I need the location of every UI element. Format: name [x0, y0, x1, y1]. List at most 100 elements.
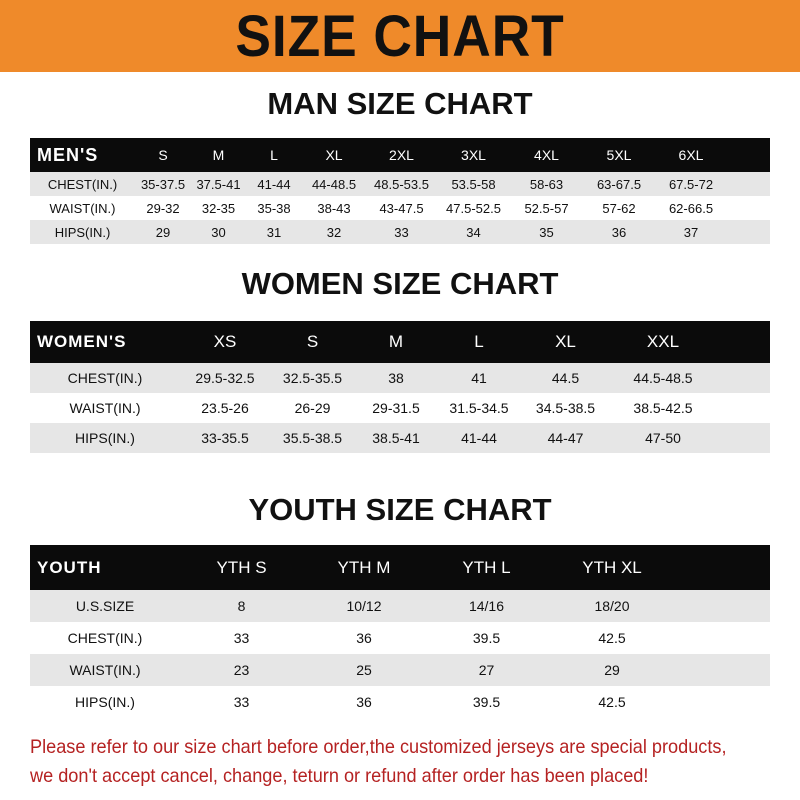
table-row: WAIST(IN.) 29-32 32-35 35-38 38-43 43-47.5 47.… [30, 196, 770, 220]
header-row: YOUTH YTH S YTH M YTH L YTH XL [30, 545, 770, 590]
size-header: M [355, 321, 437, 363]
size-header: XL [521, 321, 610, 363]
banner: SIZE CHART [0, 0, 800, 72]
table-row: HIPS(IN.) 33 36 39.5 42.5 [30, 686, 770, 718]
measurement-cell: 44.5-48.5 [610, 363, 716, 393]
measurement-cell: 10/12 [303, 590, 425, 622]
banner-title: SIZE CHART [235, 3, 565, 69]
measurement-cell: 32 [302, 220, 366, 244]
measurement-cell: 47.5-52.5 [437, 196, 510, 220]
women-size-table: WOMEN'S XS S M L XL XXL CHEST(IN.) 29.5-32.5 32.5… [30, 321, 770, 453]
youth-size-table: YOUTH YTH S YTH M YTH L YTH XL U.S.SIZE 8 10/12… [30, 545, 770, 718]
empty-cell [727, 196, 770, 220]
measurement-cell: 29-31.5 [355, 393, 437, 423]
size-header: YTH L [425, 545, 548, 590]
size-header: M [191, 138, 246, 172]
measurement-cell: 58-63 [510, 172, 583, 196]
measurement-cell: 34.5-38.5 [521, 393, 610, 423]
measurement-cell: 36 [303, 686, 425, 718]
measurement-cell: 14/16 [425, 590, 548, 622]
size-header: 5XL [583, 138, 655, 172]
header-label: YOUTH [30, 545, 180, 590]
size-header: YTH S [180, 545, 303, 590]
measurement-cell: 31.5-34.5 [437, 393, 521, 423]
measurement-cell: 42.5 [548, 622, 676, 654]
table-row: HIPS(IN.) 29 30 31 32 33 34 35 36 37 [30, 220, 770, 244]
measurement-cell: 67.5-72 [655, 172, 727, 196]
row-label: U.S.SIZE [30, 590, 180, 622]
men-section-title: MAN SIZE CHART [267, 86, 533, 121]
measurement-cell: 41 [437, 363, 521, 393]
measurement-cell: 38.5-41 [355, 423, 437, 453]
empty-cell [716, 321, 770, 363]
measurement-cell: 32.5-35.5 [270, 363, 355, 393]
measurement-cell: 42.5 [548, 686, 676, 718]
measurement-cell: 38 [355, 363, 437, 393]
measurement-cell: 57-62 [583, 196, 655, 220]
measurement-cell: 32-35 [191, 196, 246, 220]
men-size-table: MEN'S S M L XL 2XL 3XL 4XL 5XL 6XL CHEST(IN.) 35-37… [30, 138, 770, 244]
size-header: XL [302, 138, 366, 172]
measurement-cell: 29 [548, 654, 676, 686]
row-label: CHEST(IN.) [30, 172, 135, 196]
empty-cell [676, 654, 770, 686]
measurement-cell: 31 [246, 220, 302, 244]
size-header: 3XL [437, 138, 510, 172]
women-section-title: WOMEN SIZE CHART [241, 266, 559, 301]
measurement-cell: 62-66.5 [655, 196, 727, 220]
row-label: HIPS(IN.) [30, 220, 135, 244]
measurement-cell: 26-29 [270, 393, 355, 423]
policy-note: Please refer to our size chart before or… [30, 733, 737, 791]
empty-cell [727, 138, 770, 172]
row-label: WAIST(IN.) [30, 654, 180, 686]
row-label: HIPS(IN.) [30, 423, 180, 453]
measurement-cell: 25 [303, 654, 425, 686]
table-row: CHEST(IN.) 35-37.5 37.5-41 41-44 44-48.5 48.5… [30, 172, 770, 196]
size-header: S [270, 321, 355, 363]
row-label: CHEST(IN.) [30, 363, 180, 393]
measurement-cell: 41-44 [246, 172, 302, 196]
row-label: HIPS(IN.) [30, 686, 180, 718]
measurement-cell: 38.5-42.5 [610, 393, 716, 423]
measurement-cell: 63-67.5 [583, 172, 655, 196]
measurement-cell: 44-48.5 [302, 172, 366, 196]
size-header: 2XL [366, 138, 437, 172]
table-row: WAIST(IN.) 23 25 27 29 [30, 654, 770, 686]
measurement-cell: 33 [180, 686, 303, 718]
size-header: L [246, 138, 302, 172]
table-row: HIPS(IN.) 33-35.5 35.5-38.5 38.5-41 41-44 44-… [30, 423, 770, 453]
measurement-cell: 8 [180, 590, 303, 622]
table-row: WAIST(IN.) 23.5-26 26-29 29-31.5 31.5-34.5 34… [30, 393, 770, 423]
measurement-cell: 53.5-58 [437, 172, 510, 196]
measurement-cell: 37.5-41 [191, 172, 246, 196]
youth-section-title: YOUTH SIZE CHART [248, 492, 552, 527]
empty-cell [727, 172, 770, 196]
measurement-cell: 23 [180, 654, 303, 686]
measurement-cell: 52.5-57 [510, 196, 583, 220]
measurement-cell: 37 [655, 220, 727, 244]
size-header: XS [180, 321, 270, 363]
measurement-cell: 38-43 [302, 196, 366, 220]
measurement-cell: 29 [135, 220, 191, 244]
size-header: YTH M [303, 545, 425, 590]
row-label: WAIST(IN.) [30, 393, 180, 423]
measurement-cell: 44.5 [521, 363, 610, 393]
measurement-cell: 35-38 [246, 196, 302, 220]
table-row: U.S.SIZE 8 10/12 14/16 18/20 [30, 590, 770, 622]
measurement-cell: 18/20 [548, 590, 676, 622]
empty-cell [716, 363, 770, 393]
header-row: MEN'S S M L XL 2XL 3XL 4XL 5XL 6XL [30, 138, 770, 172]
measurement-cell: 29-32 [135, 196, 191, 220]
measurement-cell: 43-47.5 [366, 196, 437, 220]
measurement-cell: 33 [180, 622, 303, 654]
measurement-cell: 33-35.5 [180, 423, 270, 453]
empty-cell [676, 622, 770, 654]
measurement-cell: 35.5-38.5 [270, 423, 355, 453]
size-header: 6XL [655, 138, 727, 172]
header-label: MEN'S [30, 138, 135, 172]
measurement-cell: 44-47 [521, 423, 610, 453]
measurement-cell: 47-50 [610, 423, 716, 453]
empty-cell [727, 220, 770, 244]
table-row: CHEST(IN.) 33 36 39.5 42.5 [30, 622, 770, 654]
row-label: WAIST(IN.) [30, 196, 135, 220]
